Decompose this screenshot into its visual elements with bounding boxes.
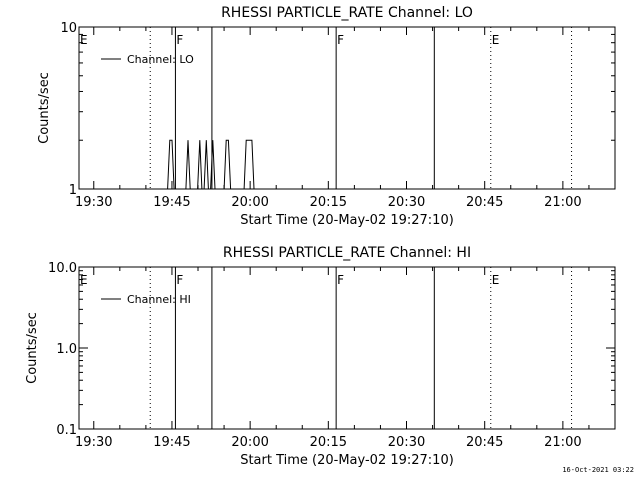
x-tick-label: 21:00 xyxy=(544,195,581,210)
legend-label: Channel: LO xyxy=(127,53,194,66)
chart-panel-1: RHESSI PARTICLE_RATE Channel: LO 19:30 19:… xyxy=(37,5,616,228)
legend-label: Channel: HI xyxy=(127,293,191,306)
x-tick-label: 19:30 xyxy=(75,435,112,450)
footer-timestamp: 16-Oct-2021 03:22 xyxy=(562,466,634,474)
plot-frame xyxy=(78,26,616,190)
x-tick-label: 20:30 xyxy=(388,435,425,450)
y-axis-label: Counts/sec xyxy=(37,72,52,144)
event-marker-label: E xyxy=(80,33,88,47)
x-tick-label: 20:00 xyxy=(231,195,268,210)
event-marker-label: F xyxy=(337,273,344,287)
y-tick-label: 0.1 xyxy=(56,423,77,438)
event-marker-label: E xyxy=(492,33,500,47)
y-tick-label: 10 xyxy=(60,21,77,36)
x-tick-label: 19:45 xyxy=(153,435,190,450)
x-tick-label: 19:45 xyxy=(153,195,190,210)
event-marker-label: F xyxy=(176,273,183,287)
chart-title: RHESSI PARTICLE_RATE Channel: HI xyxy=(223,245,471,261)
event-marker-label: E xyxy=(492,273,500,287)
y-tick-label: 1 xyxy=(69,183,77,198)
x-tick-label: 20:45 xyxy=(466,195,503,210)
x-tick-label: 20:15 xyxy=(310,195,347,210)
chart-panel-2: RHESSI PARTICLE_RATE Channel: HI 19:30 19:… xyxy=(25,245,616,468)
x-tick-label: 20:45 xyxy=(466,435,503,450)
chart-title: RHESSI PARTICLE_RATE Channel: LO xyxy=(221,5,473,21)
event-marker-label: F xyxy=(337,33,344,47)
x-tick-label: 20:30 xyxy=(388,195,425,210)
y-axis-label: Counts/sec xyxy=(25,312,40,384)
x-tick-label: 20:00 xyxy=(231,435,268,450)
x-tick-label: 20:15 xyxy=(310,435,347,450)
event-marker-label: F xyxy=(176,33,183,47)
y-tick-label: 10.0 xyxy=(48,261,77,276)
x-axis-label: Start Time (20-May-02 19:27:10) xyxy=(240,453,454,468)
x-tick-label: 21:00 xyxy=(544,435,581,450)
event-marker-label: E xyxy=(80,273,88,287)
y-tick-label: 1.0 xyxy=(56,342,77,357)
x-tick-label: 19:30 xyxy=(75,195,112,210)
plot-frame xyxy=(78,266,616,430)
x-axis-label: Start Time (20-May-02 19:27:10) xyxy=(240,213,454,228)
series-line xyxy=(167,139,255,190)
